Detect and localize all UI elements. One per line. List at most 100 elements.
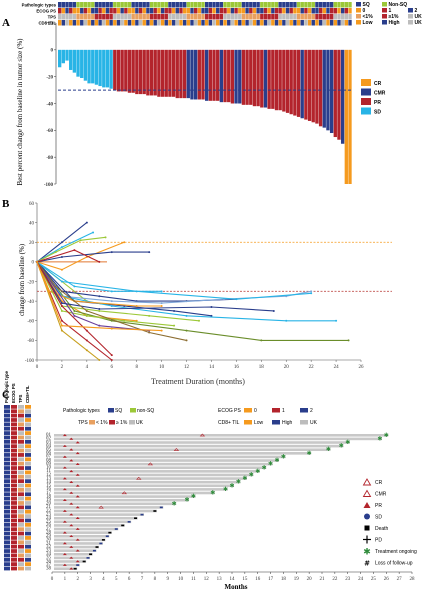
panel-c-track-cell bbox=[18, 431, 24, 435]
panel-a-row-label: CD8+TIL bbox=[38, 21, 56, 26]
panel-a-bar bbox=[289, 49, 293, 115]
panel-a-bar bbox=[230, 49, 235, 104]
panel-c-track-cell bbox=[11, 444, 17, 449]
panel-c-pr-marker bbox=[62, 542, 67, 545]
panel-c-swimmer-bar bbox=[54, 542, 103, 545]
panel-a-bar bbox=[329, 49, 334, 134]
panel-a-bar bbox=[127, 49, 132, 93]
panel-a-track-cell bbox=[102, 14, 106, 20]
panel-c-cr-marker bbox=[136, 476, 142, 480]
panel-a-track-cell bbox=[113, 14, 117, 20]
panel-c-track-cell bbox=[11, 426, 17, 431]
panel-a-track-cell bbox=[274, 2, 279, 8]
panel-a-track-cell bbox=[238, 8, 242, 14]
panel-c-pr-marker bbox=[62, 498, 67, 501]
panel-a-track-cell bbox=[153, 2, 157, 8]
panel-c-track-cell bbox=[18, 409, 24, 414]
panel-c-pr-marker bbox=[62, 531, 67, 534]
panel-c-track-cell bbox=[4, 466, 10, 470]
panel-a-track-cell bbox=[263, 8, 268, 14]
panel-a-track-cell bbox=[252, 14, 257, 20]
panel-a-track-cell bbox=[193, 20, 198, 26]
panel-a-track-cell bbox=[285, 2, 290, 8]
panel-a-bar bbox=[238, 49, 242, 104]
panel-c-pr-marker bbox=[69, 556, 74, 559]
panel-a-bar bbox=[168, 49, 172, 97]
panel-a-track-cell bbox=[249, 20, 253, 26]
panel-c-ongoing-marker: ✱ bbox=[191, 493, 196, 500]
panel-a-bar bbox=[348, 49, 352, 185]
panel-c-swimmer-bar bbox=[54, 560, 87, 563]
panel-c-row-label: 21 bbox=[46, 505, 52, 510]
panel-b-data-point bbox=[85, 314, 88, 317]
panel-a-bar bbox=[300, 49, 304, 119]
panel-c-track-cell bbox=[4, 553, 10, 558]
panel-a-track-cell bbox=[102, 20, 106, 26]
panel-c-track-cell bbox=[25, 426, 31, 431]
panel-a-track-cell bbox=[76, 2, 80, 8]
panel-a-track-cell bbox=[230, 20, 235, 26]
panel-b-data-point bbox=[160, 302, 163, 305]
panel-b-data-point bbox=[272, 309, 275, 312]
panel-c-event-marker bbox=[114, 528, 118, 530]
panel-c-track-cell bbox=[25, 553, 31, 558]
panel-c-track-cell bbox=[4, 470, 10, 475]
panel-b-data-point bbox=[160, 290, 163, 293]
panel-c-track-cell bbox=[25, 418, 31, 422]
panel-c-track-cell bbox=[18, 514, 24, 518]
panel-c-track-cell bbox=[4, 540, 10, 545]
panel-a-track-cell bbox=[58, 8, 62, 14]
panel-a-track-cell bbox=[267, 8, 271, 14]
panel-a-track-cell bbox=[208, 20, 213, 26]
panel-c-track-cell bbox=[4, 431, 10, 435]
panel-a-bar bbox=[285, 49, 290, 113]
panel-c-track-cell bbox=[18, 540, 24, 545]
panel-c-track-cell bbox=[4, 474, 10, 479]
panel-b-y-tick-label: 20 bbox=[29, 241, 35, 246]
panel-b-x-tick-label: 4 bbox=[86, 365, 89, 370]
panel-c-pr-marker bbox=[75, 506, 80, 509]
panel-c-x-tick-label: 12 bbox=[204, 577, 210, 582]
panel-c-ongoing-marker: ✱ bbox=[262, 464, 267, 471]
panel-a-bar bbox=[138, 49, 143, 95]
panel-a-track-cell bbox=[65, 2, 69, 8]
panel-c-legend-swatch bbox=[108, 408, 114, 413]
panel-c-track-cell bbox=[25, 509, 31, 514]
panel-a-bar bbox=[326, 49, 330, 131]
panel-a-bar bbox=[223, 49, 227, 103]
panel-a-track-cell bbox=[190, 2, 194, 8]
panel-a-track-cell bbox=[340, 2, 345, 8]
panel-a-track-cell bbox=[157, 8, 161, 14]
panel-a-bar bbox=[193, 49, 198, 100]
panel-c-track-cell bbox=[18, 518, 24, 523]
panel-a-track-cell bbox=[282, 8, 286, 14]
panel-c-marker-legend-label: Death bbox=[375, 526, 389, 532]
panel-b-data-point bbox=[148, 331, 151, 334]
panel-a-track-cell bbox=[267, 2, 271, 8]
panel-a-track-cell bbox=[138, 8, 143, 14]
panel-c-marker-legend-label: PD bbox=[375, 538, 382, 544]
panel-c-cr-marker bbox=[173, 447, 180, 451]
panel-a-legend-swatch bbox=[408, 20, 413, 25]
panel-a-track-cell bbox=[238, 2, 242, 8]
panel-a-bar bbox=[190, 49, 194, 100]
panel-c-ongoing-marker: ✱ bbox=[172, 500, 177, 507]
panel-a-track-cell bbox=[271, 14, 275, 20]
panel-a-bar bbox=[216, 49, 220, 101]
panel-a-track-cell bbox=[160, 2, 165, 8]
panel-b-y-axis-title: change from baseline (%) bbox=[18, 243, 26, 316]
panel-a-track-cell bbox=[116, 14, 121, 20]
panel-c-track-cell bbox=[11, 479, 17, 484]
panel-a-track-cell bbox=[105, 20, 110, 26]
panel-a-bar bbox=[87, 49, 91, 84]
panel-c-marker-legend-symbol bbox=[364, 513, 370, 520]
panel-b-x-tick-label: 14 bbox=[209, 365, 215, 370]
panel-b-x-tick-label: 22 bbox=[309, 365, 315, 370]
panel-c-x-tick-label: 15 bbox=[242, 577, 248, 582]
panel-c-track-cell bbox=[18, 422, 24, 427]
panel-c-track-cell bbox=[11, 439, 17, 444]
panel-a-track-cell bbox=[267, 14, 271, 20]
panel-a-track-cell bbox=[138, 2, 143, 8]
panel-a-legend-label: UK bbox=[415, 14, 423, 20]
